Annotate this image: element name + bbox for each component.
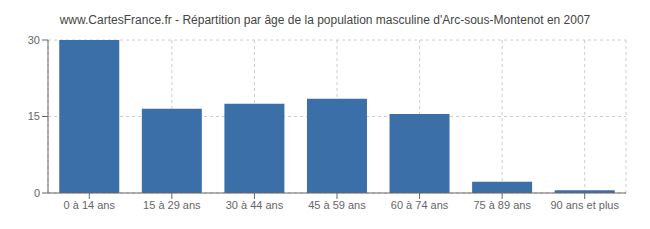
svg-text:15 à 29 ans: 15 à 29 ans: [143, 199, 201, 211]
svg-text:90 ans et plus: 90 ans et plus: [550, 199, 619, 211]
svg-text:45 à 59 ans: 45 à 59 ans: [308, 199, 366, 211]
svg-text:60 à 74 ans: 60 à 74 ans: [391, 199, 449, 211]
svg-text:30: 30: [28, 34, 40, 46]
svg-text:15: 15: [28, 110, 40, 122]
svg-text:0: 0: [34, 187, 40, 199]
svg-text:30 à 44 ans: 30 à 44 ans: [226, 199, 284, 211]
svg-text:75 à 89 ans: 75 à 89 ans: [473, 199, 531, 211]
html-text:www.CartesFrance.fr - Répartit: www.CartesFrance.fr - Répartition par âg…: [59, 13, 591, 27]
svg-text:0 à 14 ans: 0 à 14 ans: [64, 199, 116, 211]
